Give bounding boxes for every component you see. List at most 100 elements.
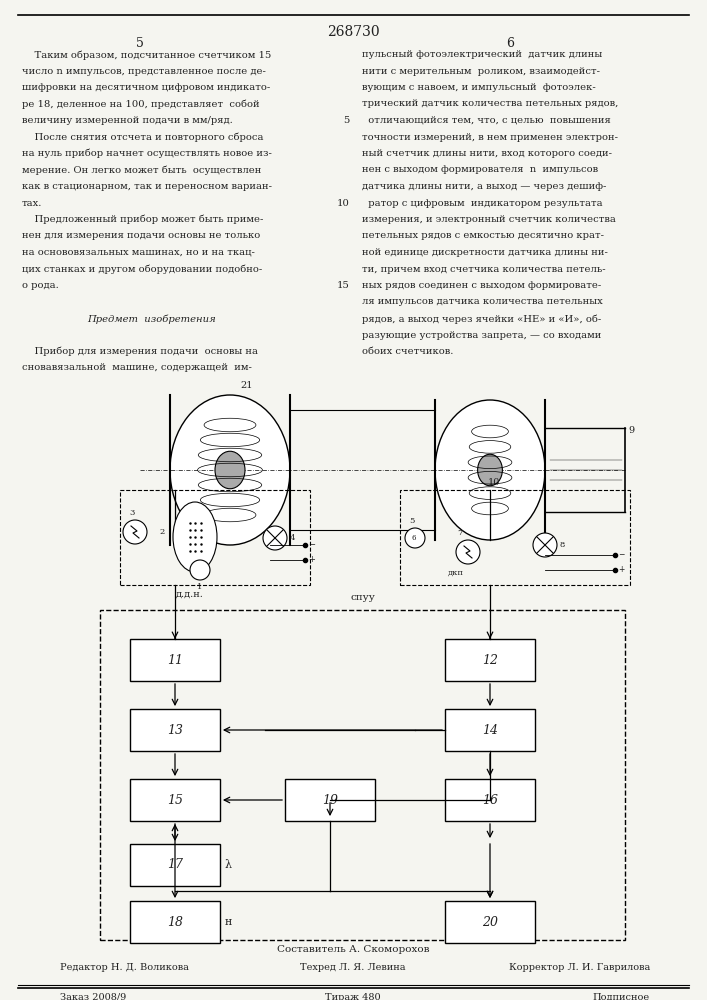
Bar [130, 639, 220, 681]
Text: измерения, и электронный счетчик количества: измерения, и электронный счетчик количес… [362, 215, 616, 224]
Text: Подписное: Подписное [593, 993, 650, 1000]
Text: ратор с цифровым  индикатором результата: ратор с цифровым индикатором результата [362, 198, 602, 208]
Ellipse shape [478, 454, 503, 486]
Text: ных рядов соединен с выходом формировате-: ных рядов соединен с выходом формировате… [362, 281, 601, 290]
Text: После снятия отсчета и повторного сброса: После снятия отсчета и повторного сброса [22, 132, 264, 142]
Text: 9: 9 [628, 426, 634, 435]
Text: 15: 15 [167, 794, 183, 806]
Text: 11: 11 [167, 654, 183, 666]
Circle shape [123, 520, 147, 544]
Text: 4: 4 [290, 534, 296, 542]
Text: 1: 1 [197, 583, 203, 591]
Text: 15: 15 [337, 281, 350, 290]
Bar [120, 490, 310, 585]
Text: Таким образом, подсчитанное счетчиком 15: Таким образом, подсчитанное счетчиком 15 [22, 50, 271, 60]
Text: Составитель А. Скоморохов: Составитель А. Скоморохов [276, 945, 429, 954]
Text: д.д.н.: д.д.н. [176, 590, 204, 599]
Circle shape [190, 560, 210, 580]
Text: +: + [308, 556, 315, 564]
Bar [130, 779, 220, 821]
Text: сновавязальной  машине, содержащей  им-: сновавязальной машине, содержащей им- [22, 363, 252, 372]
Text: отличающийся тем, что, с целью  повышения: отличающийся тем, что, с целью повышения [362, 116, 611, 125]
Text: н: н [225, 917, 233, 927]
Text: 6: 6 [506, 37, 514, 50]
Text: вующим с навоем, и импульсный  фотоэлек-: вующим с навоем, и импульсный фотоэлек- [362, 83, 596, 92]
Text: на нуль прибор начнет осуществлять новое из-: на нуль прибор начнет осуществлять новое… [22, 149, 272, 158]
Text: −: − [308, 540, 315, 550]
Text: Заказ 2008/9: Заказ 2008/9 [60, 993, 127, 1000]
Text: 14: 14 [482, 724, 498, 736]
Circle shape [533, 533, 557, 557]
Text: Корректор Л. И. Гаврилова: Корректор Л. И. Гаврилова [509, 963, 650, 972]
Text: шифровки на десятичном цифровом индикато-: шифровки на десятичном цифровом индикато… [22, 83, 270, 92]
Text: ре 18, деленное на 100, представляет  собой: ре 18, деленное на 100, представляет соб… [22, 100, 259, 109]
Text: 10: 10 [488, 478, 501, 487]
Bar [445, 709, 535, 751]
Text: нити с мерительным  роликом, взаимодейст-: нити с мерительным роликом, взаимодейст- [362, 66, 600, 76]
Text: 3: 3 [129, 509, 135, 517]
Bar [100, 610, 625, 940]
Text: ной единице дискретности датчика длины ни-: ной единице дискретности датчика длины н… [362, 248, 608, 257]
Text: ный счетчик длины нити, вход которого соеди-: ный счетчик длины нити, вход которого со… [362, 149, 612, 158]
Circle shape [456, 540, 480, 564]
Bar [285, 779, 375, 821]
Text: 19: 19 [322, 794, 338, 806]
Text: цих станках и другом оборудовании подобно-: цих станках и другом оборудовании подобн… [22, 264, 262, 274]
Text: рядов, а выход через ячейки «НЕ» и «И», об-: рядов, а выход через ячейки «НЕ» и «И», … [362, 314, 601, 324]
Text: ти, причем вход счетчика количества петель-: ти, причем вход счетчика количества пете… [362, 264, 606, 273]
Text: Прибор для измерения подачи  основы на: Прибор для измерения подачи основы на [22, 347, 258, 357]
Text: 13: 13 [167, 724, 183, 736]
Text: о рода.: о рода. [22, 281, 59, 290]
Ellipse shape [215, 451, 245, 489]
Text: 8: 8 [560, 541, 566, 549]
Text: нен с выходом формирователя  n  импульсов: нен с выходом формирователя n импульсов [362, 165, 598, 174]
Text: Тираж 480: Тираж 480 [325, 993, 381, 1000]
Ellipse shape [173, 502, 217, 572]
Text: Редактор Н. Д. Воликова: Редактор Н. Д. Воликова [60, 963, 189, 972]
Bar [445, 639, 535, 681]
Text: разующие устройства запрета, — со входами: разующие устройства запрета, — со входам… [362, 330, 602, 340]
Text: 18: 18 [167, 916, 183, 928]
Text: дкп: дкп [448, 569, 464, 577]
Text: обоих счетчиков.: обоих счетчиков. [362, 347, 453, 356]
Text: Техред Л. Я. Левина: Техред Л. Я. Левина [300, 963, 406, 972]
Text: λ: λ [225, 860, 232, 870]
Text: величину измеренной подачи в мм/ряд.: величину измеренной подачи в мм/ряд. [22, 116, 233, 125]
Text: 10: 10 [337, 198, 350, 208]
Text: +: + [618, 566, 624, 574]
Text: на основовязальных машинах, но и на ткац-: на основовязальных машинах, но и на ткац… [22, 248, 255, 257]
Text: петельных рядов с емкостью десятично крат-: петельных рядов с емкостью десятично кра… [362, 232, 604, 240]
Text: спуу: спуу [350, 593, 375, 602]
Bar [130, 844, 220, 886]
Bar [445, 779, 535, 821]
Text: 2: 2 [160, 528, 165, 536]
Text: Предмет  изобретения: Предмет изобретения [88, 314, 216, 324]
Text: ля импульсов датчика количества петельных: ля импульсов датчика количества петельны… [362, 298, 603, 306]
Text: число n импульсов, представленное после де-: число n импульсов, представленное после … [22, 66, 266, 76]
Text: 5: 5 [136, 37, 144, 50]
Text: 17: 17 [167, 858, 183, 871]
Text: нен для измерения подачи основы не только: нен для измерения подачи основы не тольк… [22, 232, 260, 240]
Text: Предложенный прибор может быть приме-: Предложенный прибор может быть приме- [22, 215, 264, 225]
Text: 7: 7 [457, 529, 462, 537]
Text: пульсный фотоэлектрический  датчик длины: пульсный фотоэлектрический датчик длины [362, 50, 602, 59]
Ellipse shape [435, 400, 545, 540]
Text: тах.: тах. [22, 198, 42, 208]
Text: 12: 12 [482, 654, 498, 666]
Text: 5: 5 [409, 517, 415, 525]
Bar [130, 901, 220, 943]
Bar [445, 901, 535, 943]
Text: точности измерений, в нем применен электрон-: точности измерений, в нем применен элект… [362, 132, 618, 141]
Text: 6: 6 [411, 534, 416, 542]
Text: как в стационарном, так и переносном вариан-: как в стационарном, так и переносном вар… [22, 182, 272, 191]
Text: 268730: 268730 [327, 25, 380, 39]
Bar [400, 490, 630, 585]
Text: 16: 16 [482, 794, 498, 806]
Text: трический датчик количества петельных рядов,: трический датчик количества петельных ря… [362, 100, 619, 108]
Text: мерение. Он легко может быть  осуществлен: мерение. Он легко может быть осуществлен [22, 165, 262, 175]
Ellipse shape [170, 395, 290, 545]
Bar [130, 709, 220, 751]
Text: 21: 21 [240, 381, 252, 390]
Text: 5: 5 [344, 116, 350, 125]
Text: датчика длины нити, а выход — через дешиф-: датчика длины нити, а выход — через деши… [362, 182, 607, 191]
